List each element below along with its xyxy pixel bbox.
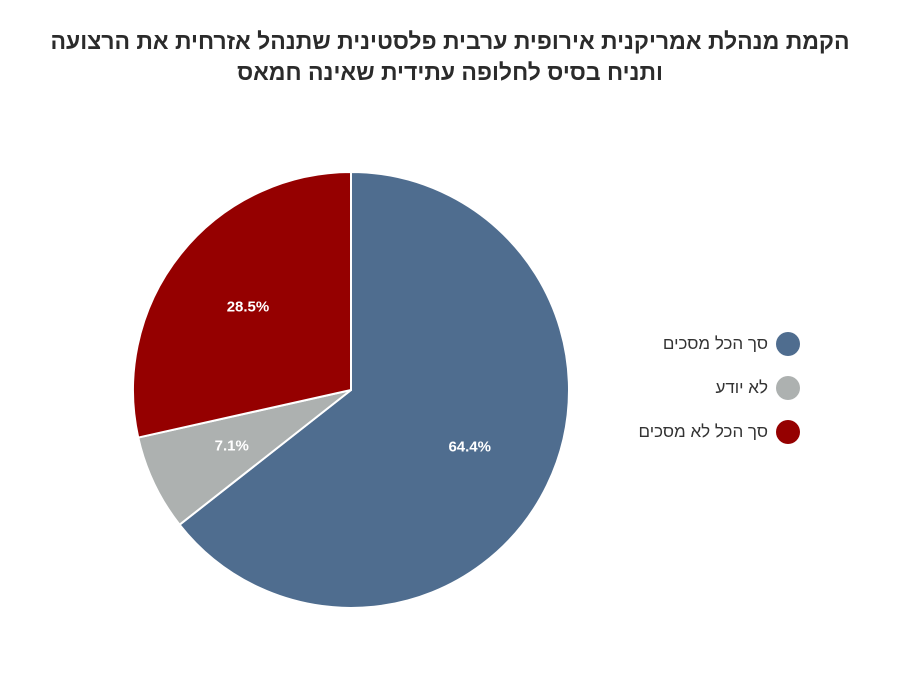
pie-slices	[132, 170, 570, 609]
chart-title-line-1: הקמת מנהלת אמריקנית אירופית ערבית פלסטינ…	[50, 28, 850, 54]
legend-swatch-agree	[776, 332, 800, 356]
legend-item-disagree[interactable]: סך הכל לא מסכים	[600, 418, 800, 446]
legend-swatch-disagree	[776, 420, 800, 444]
chart-title-line-2: ותניח בסיס לחלופה עתידית שאינה חמאס	[237, 59, 663, 85]
pie-slice-label-disagree: 28.5%	[227, 298, 270, 315]
legend-label-agree: סך הכל מסכים	[662, 334, 768, 353]
chart-title: הקמת מנהלת אמריקנית אירופית ערבית פלסטינ…	[0, 26, 900, 88]
legend-label-dont-know: לא יודע	[715, 378, 768, 397]
pie-slice-label-agree: 64.4%	[448, 439, 491, 456]
legend-swatch-dont-know	[776, 376, 800, 400]
legend-item-agree[interactable]: סך הכל מסכים	[600, 330, 800, 358]
chart-legend: סך הכל מסכים לא יודע סך הכל לא מסכים	[600, 330, 800, 462]
legend-item-dont-know[interactable]: לא יודע	[600, 374, 800, 402]
pie-slice-label-dont-know: 7.1%	[215, 438, 249, 455]
pie-slice-labels: 64.4% 7.1% 28.5%	[215, 298, 491, 455]
pie-slice-disagree[interactable]	[132, 170, 352, 439]
legend-label-disagree: סך הכל לא מסכים	[638, 422, 768, 441]
pie-slice-agree[interactable]	[178, 170, 570, 609]
